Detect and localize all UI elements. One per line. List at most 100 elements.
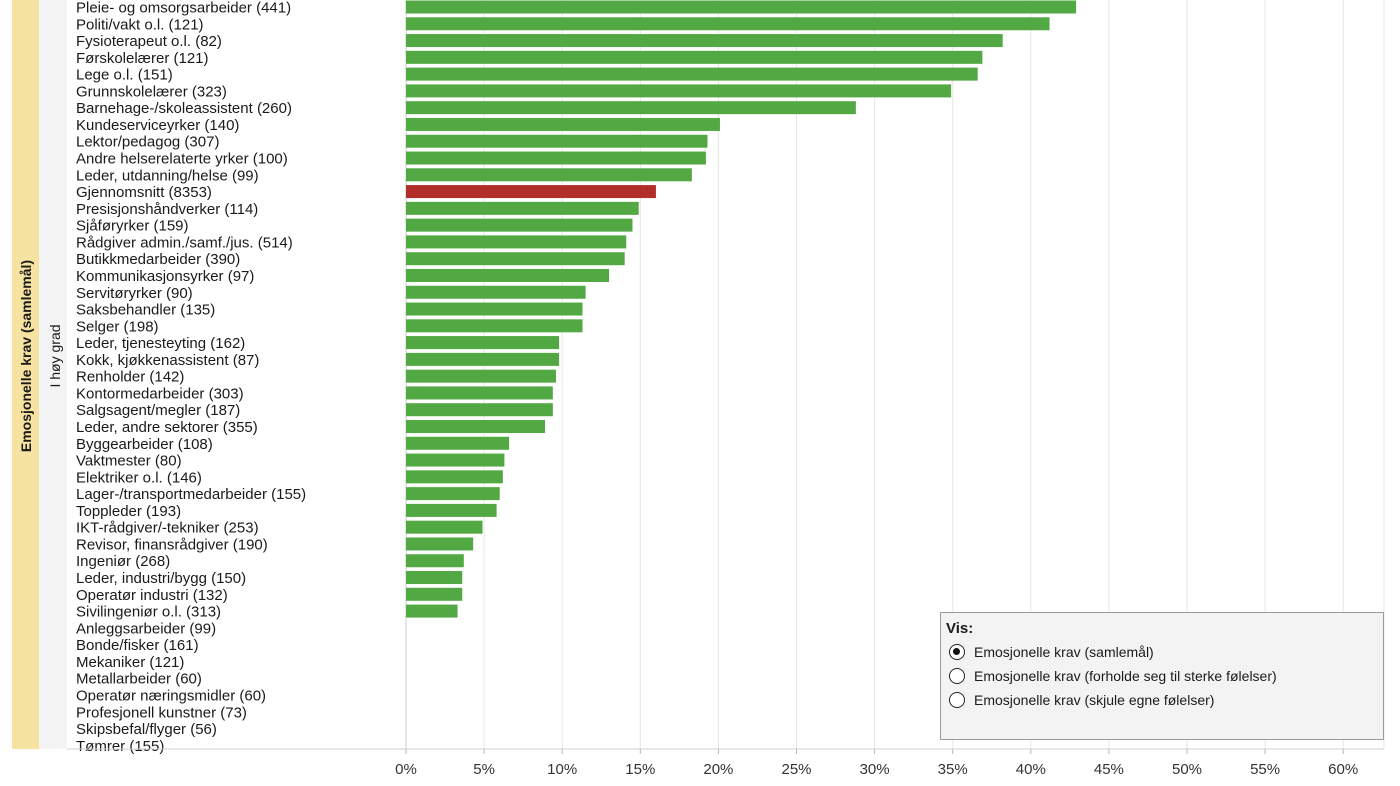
bar[interactable] [406,84,952,98]
bar[interactable] [406,252,625,266]
row-header-inner [39,0,67,749]
bar[interactable] [406,302,583,316]
radio-button-icon[interactable] [949,668,965,684]
category-label: Metallarbeider (60) [76,671,202,688]
x-tick-label: 50% [1172,761,1202,778]
category-label: Byggearbeider (108) [76,436,213,453]
bar[interactable] [406,235,627,249]
category-label: Kommunikasjonsyrker (97) [76,268,254,285]
category-label: Operatør næringsmidler (60) [76,687,266,704]
bar[interactable] [406,537,474,551]
bar[interactable] [406,168,692,182]
radio-option-label: Emosjonelle krav (samlemål) [974,644,1154,660]
bar[interactable] [406,17,1050,31]
x-tick-label: 20% [703,761,733,778]
category-label: Kontormedarbeider (303) [76,385,244,402]
category-label: Lege o.l. (151) [76,67,173,84]
radio-option-skjule-folelser[interactable]: Emosjonelle krav (skjule egne følelser) [949,690,1214,710]
category-label: Sjåføryrker (159) [76,218,189,235]
category-label: Leder, tjenesteyting (162) [76,335,245,352]
x-axis-ticks: 0% 5% 10% 15% 20% 25% 30% 35% 40% 45% 50% 55% 60% [67,748,1384,778]
x-tick-label: 25% [781,761,811,778]
radio-option-samlemal[interactable]: Emosjonelle krav (samlemål) [949,642,1154,662]
bar[interactable] [406,319,583,333]
category-labels: Pleie- og omsorgsarbeider (441)Politi/va… [76,0,306,755]
bar[interactable] [406,50,983,64]
category-label: Gjennomsnitt (8353) [76,184,212,201]
x-tick-label: 45% [1094,761,1124,778]
bar[interactable] [406,218,633,232]
radio-button-icon[interactable] [949,692,965,708]
radio-option-label: Emosjonelle krav (forholde seg til sterk… [974,668,1277,684]
bar[interactable] [406,487,500,501]
bar[interactable] [406,403,553,417]
bar[interactable] [406,67,978,81]
category-label: Toppleder (193) [76,503,181,520]
bar[interactable] [406,117,720,131]
category-label: Kokk, kjøkkenassistent (87) [76,352,259,369]
category-label: Vaktmester (80) [76,453,182,470]
category-label: Fysioterapeut o.l. (82) [76,33,222,50]
bar[interactable] [406,386,553,400]
category-label: Operatør industri (132) [76,587,228,604]
bar[interactable] [406,151,706,165]
category-label: Leder, andre sektorer (355) [76,419,258,436]
category-label: Ingeniør (268) [76,553,170,570]
bars [406,0,1077,618]
x-tick-label: 55% [1250,761,1280,778]
category-label: Servitøryrker (90) [76,285,193,302]
category-label: Anleggsarbeider (99) [76,620,216,637]
x-tick-label: 0% [395,761,417,778]
category-label: Revisor, finansrådgiver (190) [76,536,268,553]
bar[interactable] [406,352,560,366]
bar[interactable] [406,369,556,383]
category-label: Saksbehandler (135) [76,302,215,319]
bar[interactable] [406,554,464,568]
bar[interactable] [406,470,503,484]
x-tick-label: 60% [1328,761,1358,778]
bar[interactable] [406,420,546,433]
legend-title: Vis: [946,620,974,637]
bar[interactable] [406,587,463,601]
category-label: Pleie- og omsorgsarbeider (441) [76,0,291,17]
category-label: Leder, utdanning/helse (99) [76,167,259,184]
x-tick-label: 5% [473,761,495,778]
radio-option-sterke-folelser[interactable]: Emosjonelle krav (forholde seg til sterk… [949,666,1277,686]
bar[interactable] [406,34,1003,48]
category-label: IKT-rådgiver/-tekniker (253) [76,520,259,537]
x-tick-label: 35% [938,761,968,778]
bar[interactable] [406,285,586,299]
category-label: Lektor/pedagog (307) [76,134,219,151]
bar[interactable] [406,0,1077,14]
category-label: Grunnskolelærer (323) [76,83,227,100]
x-tick-label: 10% [547,761,577,778]
bar[interactable] [406,101,856,115]
category-label: Tømrer (155) [76,738,164,755]
bar[interactable] [406,336,560,350]
bar[interactable] [406,436,510,450]
category-label: Kundeserviceyrker (140) [76,117,239,134]
bar[interactable] [406,571,463,585]
radio-button-icon[interactable] [949,644,965,660]
radio-option-label: Emosjonelle krav (skjule egne følelser) [974,692,1215,708]
category-label: Leder, industri/bygg (150) [76,570,246,587]
x-tick-label: 15% [625,761,655,778]
x-tick-label: 40% [1016,761,1046,778]
x-tick-label: 30% [860,761,890,778]
category-label: Skipsbefal/flyger (56) [76,721,217,738]
bar[interactable] [406,604,458,618]
category-label: Politi/vakt o.l. (121) [76,16,204,33]
category-label: Lager-/transportmedarbeider (155) [76,486,306,503]
bar[interactable] [406,453,505,467]
bar[interactable] [406,520,483,534]
bar[interactable] [406,134,708,148]
average-bar[interactable] [406,185,656,199]
bar[interactable] [406,503,497,517]
category-label: Barnehage-/skoleassistent (260) [76,100,292,117]
category-label: Profesjonell kunstner (73) [76,704,247,721]
category-label: Sivilingeniør o.l. (313) [76,604,221,621]
bar[interactable] [406,268,610,282]
category-label: Presisjonshåndverker (114) [76,201,258,218]
bar[interactable] [406,201,639,215]
